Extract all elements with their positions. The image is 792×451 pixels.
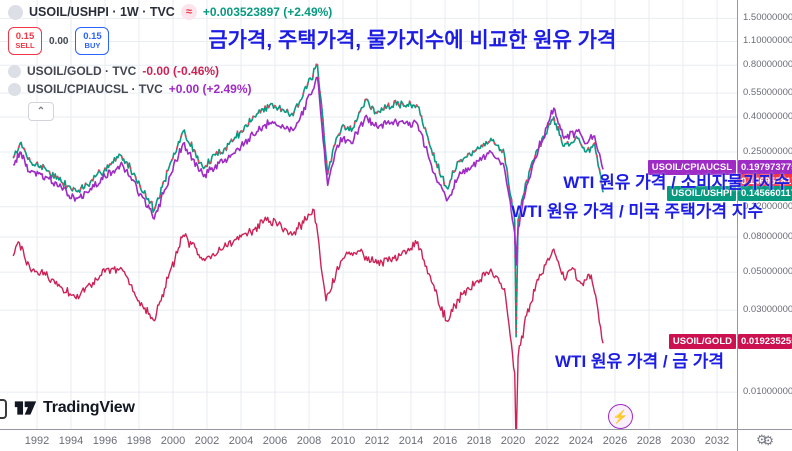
time-axis-tick: 2032 (704, 435, 730, 447)
time-axis-tick: 1992 (24, 435, 50, 447)
buy-price: 0.15 (83, 31, 102, 43)
price-label-symbol: USOIL/CPIAUCSL (647, 160, 736, 176)
time-axis[interactable]: ⚙ 1992 1994 1996 1998 2000 2002 2004 2006 2008 20… (0, 429, 792, 451)
series-usoil-cpiaucsl-line (12, 76, 604, 266)
gold-series-annotation: WTI 원유 가격 / 금 가격 (555, 352, 724, 371)
approx-equal-icon[interactable]: ≈ (180, 4, 197, 20)
compare-symbol-change: +0.00 (+2.49%) (168, 82, 252, 96)
sell-price: 0.15 (15, 31, 35, 43)
time-axis-tick: 2008 (296, 435, 322, 447)
time-axis-tick: 2000 (160, 435, 186, 447)
time-axis-tick: 2028 (636, 435, 662, 447)
price-label-value: 0.146957817 (738, 173, 792, 189)
clipped-left-icon (0, 399, 7, 419)
price-axis-tick: 0.010000000 (743, 386, 792, 398)
main-symbol-title[interactable]: USOIL/USHPI · 1W · TVC (29, 5, 175, 19)
chart-legend: USOIL/USHPI · 1W · TVC ≈ +0.003523897 (+… (8, 4, 332, 121)
time-axis-tick: 2020 (500, 435, 526, 447)
time-axis-tick: 2006 (262, 435, 288, 447)
lightning-marker-icon[interactable]: ⚡ (608, 404, 633, 429)
price-label-value: 0.197973775 (738, 160, 792, 176)
tradingview-logo[interactable]: TradingView (14, 398, 135, 418)
time-axis-tick: 2026 (602, 435, 628, 447)
sell-button[interactable]: 0.15 SELL (8, 27, 42, 55)
price-label-usoil-cpiaucsl[interactable]: USOIL/CPIAUCSL 0.197973775 (647, 160, 792, 176)
time-axis-tick: 2004 (228, 435, 254, 447)
buy-label: BUY (84, 41, 101, 51)
series-usoil-gold-line (12, 208, 604, 448)
collapse-legend-button[interactable]: ⌃ (28, 102, 54, 121)
time-axis-tick: 2010 (330, 435, 356, 447)
time-axis-tick: 2012 (364, 435, 390, 447)
compare-symbol-change: -0.00 (-0.46%) (142, 64, 220, 78)
cpi-series-annotation: WTI 원유 가격 / 소비자물가지수 (563, 173, 790, 192)
price-label-usoil-ushpi[interactable]: USOIL/USHPI 0.145660117 (667, 186, 792, 202)
price-label-usoil-gold[interactable]: USOIL/GOLD 0.019235255 (668, 334, 792, 350)
main-symbol-row[interactable]: USOIL/USHPI · 1W · TVC ≈ +0.003523897 (+… (8, 4, 332, 20)
tradingview-logo-icon (14, 401, 37, 415)
symbol-logo-icon (8, 64, 21, 78)
chart-title-annotation: 금가격, 주택가격, 물가지수에 비교한 원유 가격 (208, 29, 617, 52)
time-axis-tick: 2022 (534, 435, 560, 447)
buy-button[interactable]: 0.15 BUY (75, 27, 110, 55)
compare-row-cpi[interactable]: USOIL/CPIAUCSL · TVC +0.00 (+2.49%) (8, 82, 332, 96)
time-axis-tick: 1996 (92, 435, 118, 447)
series-usoil-ushpi-down-candles (12, 63, 604, 338)
time-axis-tick: 2024 (568, 435, 594, 447)
time-axis-tick: 2030 (670, 435, 696, 447)
time-axis-tick: 2018 (466, 435, 492, 447)
axis-corner (737, 429, 792, 451)
symbol-logo-icon (8, 82, 21, 96)
time-axis-tick: 2002 (194, 435, 220, 447)
chevron-up-icon: ⌃ (36, 106, 46, 117)
trade-buttons: 0.15 SELL 0.00 0.15 BUY (8, 27, 332, 55)
compare-symbol-title[interactable]: USOIL/CPIAUCSL · TVC (27, 82, 163, 96)
price-label-symbol: USOIL/USHPI (667, 186, 736, 202)
compare-row-gold[interactable]: USOIL/GOLD · TVC -0.00 (-0.46%) (8, 64, 332, 78)
time-axis-tick: 2014 (398, 435, 424, 447)
tradingview-logo-text: TradingView (43, 399, 135, 416)
price-scale-settings-icon[interactable]: ⚙ (756, 432, 768, 447)
compare-symbol-title[interactable]: USOIL/GOLD · TVC (27, 64, 137, 78)
spread-value: 0.00 (49, 35, 69, 47)
price-label-bid[interactable]: 0.146957817 (738, 173, 792, 189)
time-axis-tick: 2016 (432, 435, 458, 447)
time-axis-tick: 1998 (126, 435, 152, 447)
price-label-symbol: USOIL/GOLD (668, 334, 736, 350)
symbol-logo-icon (8, 4, 23, 20)
price-axis-tick: 1.500000000 (743, 12, 792, 24)
time-axis-tick: 1994 (58, 435, 84, 447)
timezone-settings-icon[interactable]: ⚙ (762, 433, 774, 448)
sell-label: SELL (15, 41, 35, 51)
price-label-value: 0.019235255 (738, 334, 792, 350)
price-label-value: 0.145660117 (738, 186, 792, 202)
main-symbol-change: +0.003523897 (+2.49%) (202, 5, 333, 19)
hpi-series-annotation: WTI 원유 가격 / 미국 주택가격 지수 (511, 202, 763, 221)
